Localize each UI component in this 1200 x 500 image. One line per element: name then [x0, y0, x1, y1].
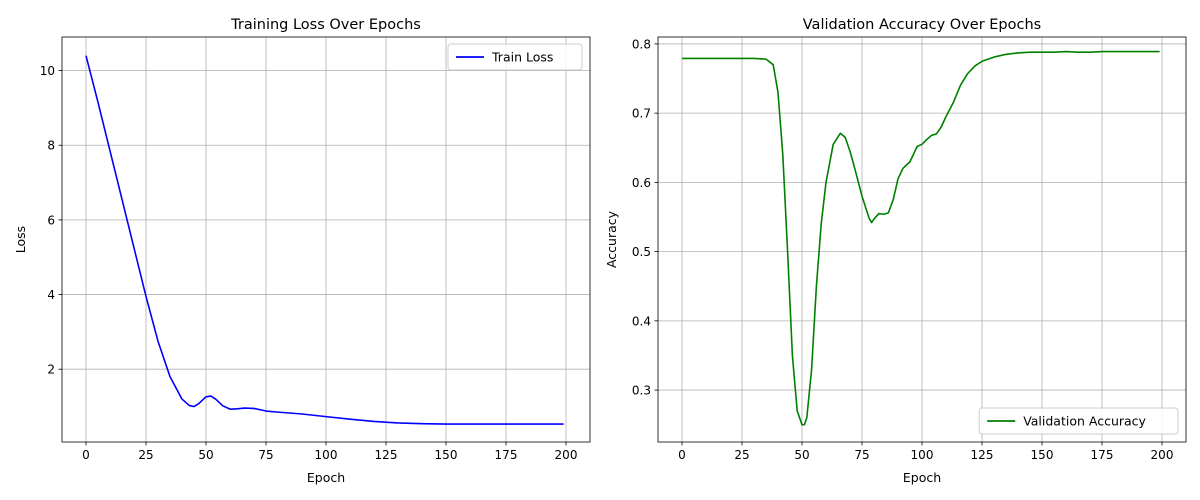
y-tick-label: 0.8	[632, 37, 651, 51]
x-tick-label: 0	[678, 448, 686, 462]
x-tick-label: 175	[1091, 448, 1114, 462]
x-tick-label: 200	[555, 448, 578, 462]
x-tick-label: 100	[315, 448, 338, 462]
x-tick-label: 25	[138, 448, 153, 462]
x-tick-label: 150	[435, 448, 458, 462]
x-tick-label: 75	[258, 448, 273, 462]
x-tick-label: 150	[1031, 448, 1054, 462]
legend-label: Validation Accuracy	[1023, 414, 1146, 429]
x-axis-label: Epoch	[903, 470, 941, 485]
chart-panel-2: 0 25 50 75 100 125 150 175 200 0.3 0.4 0.5 0.6 0.7 0.8…	[604, 17, 1187, 485]
y-tick-label: 8	[47, 139, 55, 153]
x-tick-label: 100	[911, 448, 934, 462]
legend: Train Loss	[447, 43, 583, 71]
x-tick-label: 175	[495, 448, 518, 462]
y-axis-label: Loss	[13, 226, 28, 253]
x-tick-label: 200	[1151, 448, 1174, 462]
x-tick-label: 125	[375, 448, 398, 462]
chart-panel-1: 0 25 50 75 100 125 150 175 200 2 4 6 8 10 Training Los…	[13, 17, 591, 485]
series-line-1	[682, 50, 1160, 426]
y-tick-label: 10	[40, 64, 55, 78]
x-tick-label: 50	[198, 448, 213, 462]
y-tick-label: 0.4	[632, 314, 651, 328]
x-tick-label: 25	[734, 448, 749, 462]
series-line-1	[85, 55, 564, 425]
y-tick-label: 2	[47, 363, 55, 377]
legend-box	[978, 407, 1179, 435]
chart-title: Training Loss Over Epochs	[230, 17, 421, 33]
x-tick-label: 75	[854, 448, 869, 462]
legend-box	[447, 43, 583, 71]
y-tick-label: 6	[47, 213, 55, 227]
y-tick-label: 0.3	[632, 384, 651, 398]
legend-label: Train Loss	[491, 50, 553, 65]
x-tick-label: 50	[794, 448, 809, 462]
chart-title: Validation Accuracy Over Epochs	[803, 17, 1041, 33]
y-tick-label: 4	[47, 288, 55, 302]
legend: Validation Accuracy	[978, 407, 1179, 435]
x-tick-label: 125	[971, 448, 994, 462]
y-tick-label: 0.7	[632, 107, 651, 121]
x-tick-label: 0	[82, 448, 90, 462]
y-tick-label: 0.6	[632, 176, 651, 190]
x-axis-label: Epoch	[307, 470, 345, 485]
y-axis-label: Accuracy	[604, 210, 619, 268]
y-tick-label: 0.5	[632, 245, 651, 259]
